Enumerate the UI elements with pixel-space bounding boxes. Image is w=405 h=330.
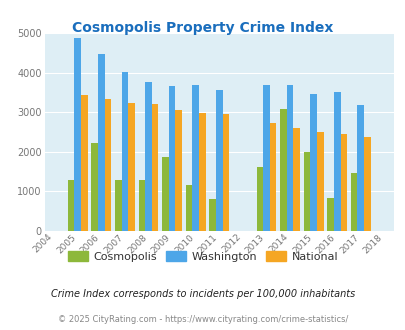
Bar bbox=[292, 128, 299, 231]
Bar bbox=[74, 38, 81, 231]
Text: Cosmopolis Property Crime Index: Cosmopolis Property Crime Index bbox=[72, 21, 333, 35]
Text: © 2025 CityRating.com - https://www.cityrating.com/crime-statistics/: © 2025 CityRating.com - https://www.city… bbox=[58, 315, 347, 324]
Bar bbox=[162, 156, 168, 231]
Bar bbox=[333, 92, 340, 231]
Bar bbox=[128, 103, 134, 231]
Bar bbox=[68, 180, 74, 231]
Bar bbox=[91, 143, 98, 231]
Bar bbox=[81, 95, 87, 231]
Bar bbox=[279, 109, 286, 231]
Bar bbox=[357, 105, 363, 231]
Bar bbox=[121, 72, 128, 231]
Bar bbox=[350, 173, 357, 231]
Text: Crime Index corresponds to incidents per 100,000 inhabitants: Crime Index corresponds to incidents per… bbox=[51, 289, 354, 299]
Bar bbox=[363, 137, 370, 231]
Bar bbox=[151, 104, 158, 231]
Bar bbox=[185, 185, 192, 231]
Bar bbox=[340, 134, 346, 231]
Bar bbox=[316, 132, 323, 231]
Bar bbox=[168, 86, 175, 231]
Bar bbox=[215, 90, 222, 231]
Bar bbox=[262, 85, 269, 231]
Bar bbox=[175, 110, 181, 231]
Bar bbox=[256, 167, 262, 231]
Bar bbox=[192, 85, 198, 231]
Bar bbox=[145, 82, 151, 231]
Bar bbox=[222, 114, 228, 231]
Bar bbox=[104, 99, 111, 231]
Bar bbox=[303, 152, 309, 231]
Legend: Cosmopolis, Washington, National: Cosmopolis, Washington, National bbox=[63, 247, 342, 267]
Bar bbox=[115, 180, 121, 231]
Bar bbox=[209, 199, 215, 231]
Bar bbox=[98, 53, 104, 231]
Bar bbox=[309, 94, 316, 231]
Bar bbox=[138, 180, 145, 231]
Bar bbox=[198, 114, 205, 231]
Bar bbox=[286, 85, 292, 231]
Bar bbox=[326, 198, 333, 231]
Bar bbox=[269, 123, 276, 231]
